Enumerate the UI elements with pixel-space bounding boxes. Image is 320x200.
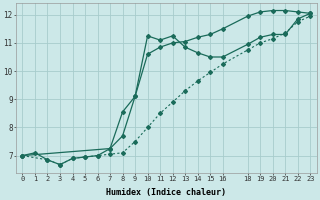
X-axis label: Humidex (Indice chaleur): Humidex (Indice chaleur) <box>106 188 226 197</box>
